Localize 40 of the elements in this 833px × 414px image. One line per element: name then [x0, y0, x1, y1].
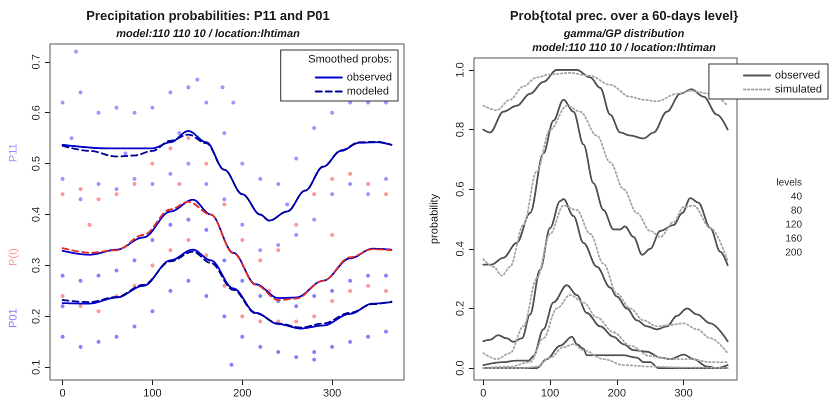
legend-title: Smoothed probs:	[308, 54, 392, 66]
text: P(t)	[8, 248, 20, 266]
x-tick-label: 200	[608, 388, 626, 400]
y-tick-label: 0.1	[30, 360, 42, 375]
y-tick-label: 0.2	[30, 308, 42, 324]
x-tick-label: 100	[143, 388, 162, 400]
chart-subtitle: model:110 110 10 / location:Ihtiman	[116, 28, 300, 40]
y-tick-label: 0.5	[30, 156, 42, 172]
legend-label: modeled	[346, 86, 389, 98]
y-tick-label: 0.4	[30, 206, 42, 222]
text: 40	[790, 192, 802, 202]
text: 200	[785, 248, 802, 258]
x-tick-label: 200	[233, 388, 252, 400]
y-tick-label: 0.3	[30, 258, 42, 274]
legend-label: observed	[346, 72, 392, 84]
y-tick-label: 0.6	[454, 182, 466, 197]
x-tick-label: 0	[480, 388, 486, 400]
chart-title: Precipitation probabilities: P11 and P01	[86, 8, 330, 23]
x-tick-label: 300	[322, 388, 342, 400]
x-tick-label: 0	[60, 388, 66, 400]
y-tick-label: 0.8	[454, 122, 466, 138]
x-tick-label: 100	[540, 388, 560, 400]
y-tick-label: 0.6	[30, 105, 42, 120]
y-tick-label: 0.4	[454, 241, 466, 256]
chart-subtitle: gamma/GP distribution model:110 110 10 / location:Ihtiman	[532, 28, 716, 54]
text: P01	[8, 308, 20, 328]
text: 80	[790, 206, 802, 216]
y-tick-label: 0.0	[454, 360, 466, 376]
y-tick-label: 0.2	[454, 300, 466, 316]
text: 120	[785, 220, 802, 230]
y-axis-title: probability	[428, 193, 440, 244]
text: levels	[776, 178, 802, 188]
text: P11	[8, 143, 20, 162]
legend-label: simulated	[774, 84, 822, 96]
text: 160	[785, 234, 802, 244]
legend-label: observed	[774, 70, 820, 82]
y-tick-label: 1.0	[454, 62, 466, 78]
x-tick-label: 300	[674, 388, 693, 400]
chart-title: Prob{total prec. over a 60-days level}	[510, 8, 738, 23]
y-tick-label: 0.7	[30, 54, 42, 70]
